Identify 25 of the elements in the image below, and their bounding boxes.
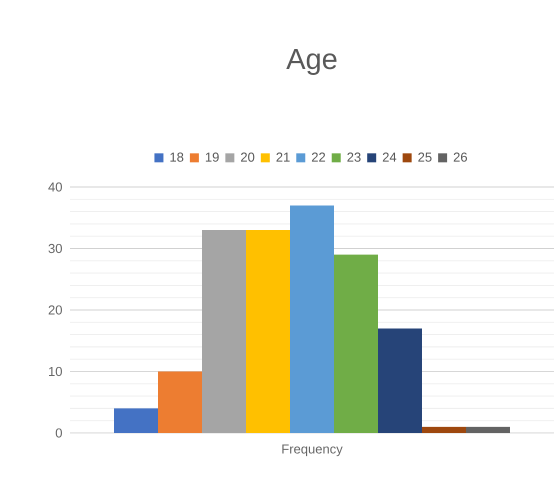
bar: [334, 254, 378, 433]
legend-label: 25: [418, 152, 432, 162]
bar: [290, 205, 334, 433]
y-tick-label: 40: [48, 182, 62, 192]
bar: [246, 230, 290, 433]
bar: [158, 371, 202, 433]
legend-label: 22: [312, 152, 326, 162]
bar: [466, 426, 510, 433]
legend-label: 18: [170, 152, 184, 162]
legend-label: 19: [206, 152, 219, 162]
legend-label: 24: [382, 152, 396, 162]
bar: [378, 328, 422, 433]
legend-label: 23: [347, 152, 361, 162]
bar: [114, 408, 158, 433]
legend-label: 20: [241, 152, 254, 162]
y-tick-label: 10: [49, 366, 62, 376]
y-tick-label: 20: [48, 305, 62, 315]
legend-label: 26: [454, 152, 467, 162]
y-tick-label: 0: [56, 428, 62, 438]
bar: [422, 426, 466, 433]
bar: [202, 230, 246, 433]
legend-label: 21: [276, 152, 290, 162]
chart-title: Age: [286, 49, 336, 75]
y-tick-label: 30: [48, 244, 62, 254]
x-tick-label: Frequency: [282, 444, 343, 456]
